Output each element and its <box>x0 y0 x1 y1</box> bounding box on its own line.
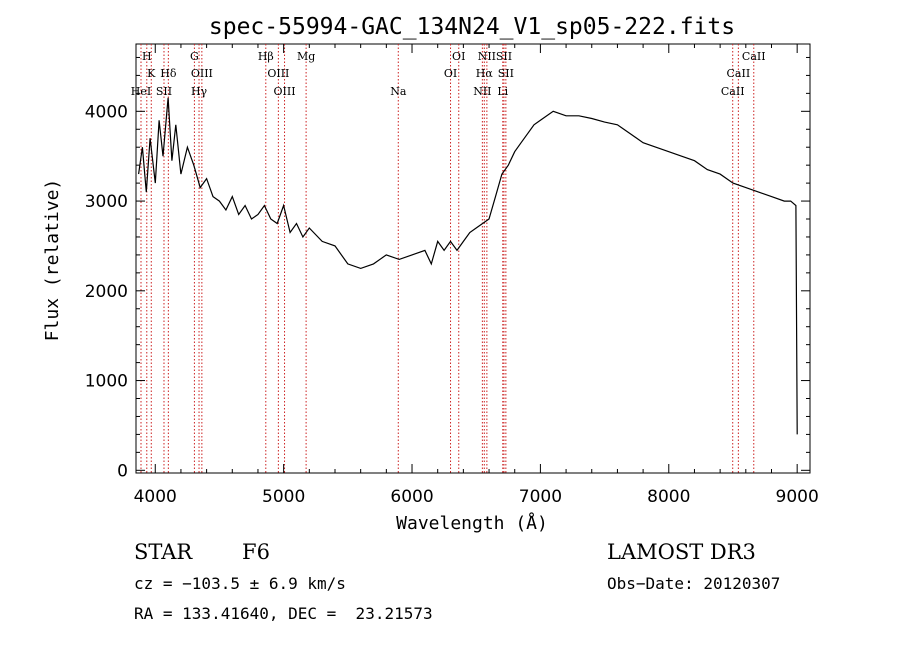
chart-title: spec-55994-GAC_134N24_V1_sp05-222.fits <box>209 14 735 40</box>
survey-name: LAMOST DR3 <box>607 540 756 564</box>
spectral-line-label: OI <box>452 50 465 63</box>
spectral-line-label: OI <box>444 67 457 80</box>
spectral-line-label: SII <box>498 67 514 80</box>
y-axis-label: Flux (relative) <box>42 179 63 342</box>
spectral-subclass: F6 <box>242 540 270 564</box>
spectral-line-label: CaII <box>721 85 745 98</box>
observation-date: Obs−Date: 20120307 <box>607 574 781 593</box>
spectral-line-label: OIII <box>267 67 289 80</box>
spectral-line-label: CaII <box>727 67 751 80</box>
spectral-line-label: Mg <box>297 50 315 63</box>
spectral-line-label: Hβ <box>258 50 274 63</box>
x-axis-ticks: 4000 5000 6000 7000 8000 9000 <box>134 44 819 507</box>
y-axis-ticks: 0 1000 2000 3000 4000 <box>85 56 810 481</box>
spectral-line-label: NII <box>478 50 496 63</box>
redshift-cz: cz = −103.5 ± 6.9 km/s <box>134 574 346 593</box>
spectral-line-markers <box>140 44 755 473</box>
y-tick-label: 0 <box>117 461 128 481</box>
spectral-line-label: Hα <box>476 67 494 80</box>
spectral-line-label: OIII <box>191 67 213 80</box>
x-tick-label: 5000 <box>262 487 305 507</box>
spectral-line-label: OIII <box>274 85 296 98</box>
y-tick-label: 4000 <box>85 102 128 122</box>
spectral-line-label: SII <box>156 85 172 98</box>
spectral-line-label: Hδ <box>160 67 177 80</box>
spectral-line-labels: HK HeI SII Hδ G OIII Hγ Hβ OIII OIII Mg Na OI OI NII Hα… <box>131 50 766 98</box>
spectral-line-label: Na <box>390 85 407 98</box>
y-tick-label: 2000 <box>85 282 128 302</box>
spectral-line-label: K <box>147 67 156 80</box>
spectral-line-label: Li <box>497 85 508 98</box>
spectrum-chart: spec-55994-GAC_134N24_V1_sp05-222.fits H… <box>42 14 819 534</box>
x-tick-label: 9000 <box>776 487 819 507</box>
y-tick-label: 1000 <box>85 372 128 392</box>
spectral-line-label: Hγ <box>191 85 208 98</box>
y-tick-label: 3000 <box>85 192 128 212</box>
spectral-line-label: G <box>190 50 199 63</box>
spectral-line-label: NII <box>473 85 491 98</box>
object-type: STAR <box>134 540 193 564</box>
x-axis-label: Wavelength (Å) <box>396 512 548 534</box>
spectral-line-label: HeI <box>131 85 151 98</box>
plot-frame <box>135 43 811 474</box>
spectral-line-label: H <box>142 50 152 63</box>
x-tick-label: 6000 <box>390 487 433 507</box>
x-tick-label: 7000 <box>519 487 562 507</box>
spectral-line-label: CaII <box>742 50 766 63</box>
x-tick-label: 4000 <box>134 487 177 507</box>
spectral-line-label: SII <box>496 50 512 63</box>
x-tick-label: 8000 <box>647 487 690 507</box>
spectrum-series-line <box>138 97 798 435</box>
coordinates: RA = 133.41640, DEC = 23.21573 <box>134 604 433 623</box>
